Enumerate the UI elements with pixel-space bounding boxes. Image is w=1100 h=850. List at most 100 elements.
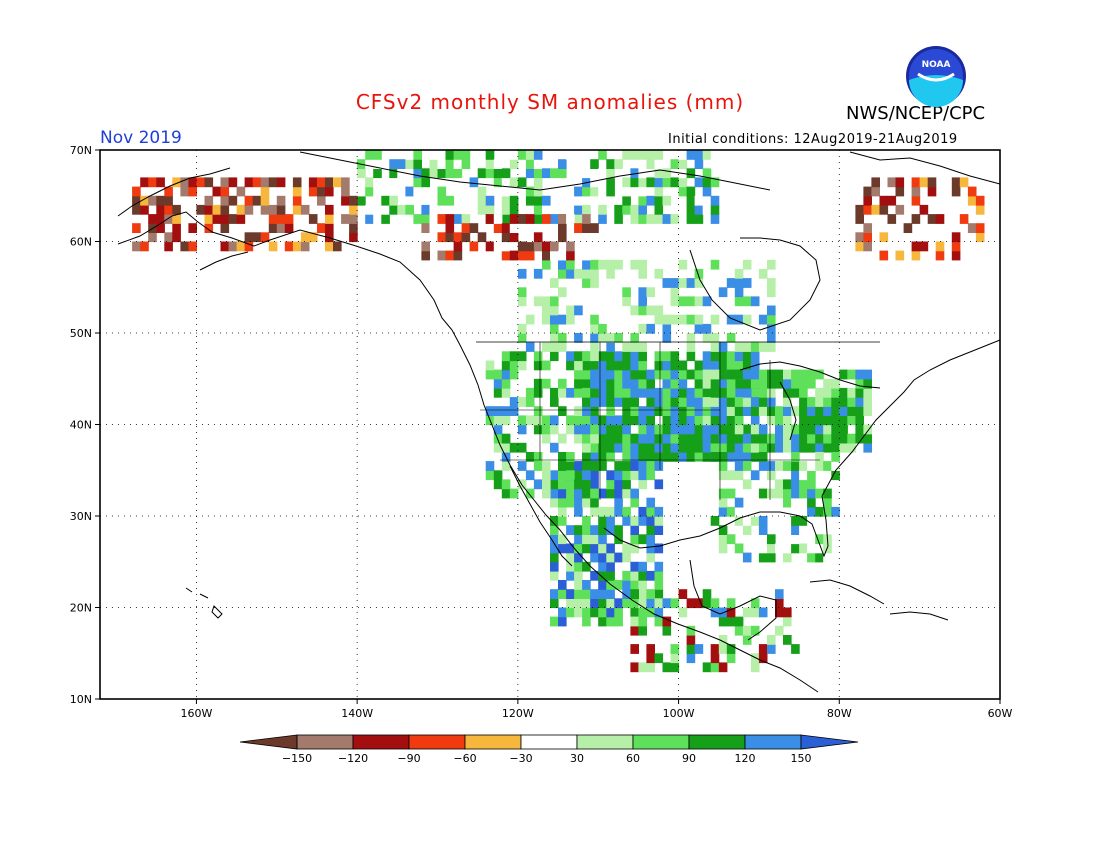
anomaly-cell	[598, 259, 607, 270]
anomaly-cell	[831, 461, 840, 471]
anomaly-cell	[718, 360, 728, 371]
anomaly-cell	[614, 333, 623, 343]
anomaly-cell	[710, 653, 720, 664]
anomaly-cell	[525, 470, 535, 481]
anomaly-cell	[485, 150, 495, 160]
anomaly-cell	[574, 570, 583, 581]
anomaly-cell	[839, 387, 848, 398]
anomaly-cell	[598, 387, 607, 398]
anomaly-cell	[582, 232, 591, 243]
anomaly-cell	[638, 342, 647, 352]
anomaly-cell	[758, 442, 768, 453]
anomaly-cell	[622, 470, 631, 481]
anomaly-cell	[742, 552, 752, 563]
anomaly-cell	[413, 186, 422, 197]
anomaly-cell	[156, 177, 165, 188]
anomaly-cell	[734, 516, 744, 526]
anomaly-cell	[598, 580, 607, 590]
anomaly-cell	[975, 223, 985, 233]
anomaly-cell	[718, 534, 728, 545]
anomaly-cell	[477, 195, 487, 206]
anomaly-cell	[268, 214, 278, 224]
anomaly-cell	[308, 186, 318, 197]
anomaly-cell	[582, 479, 591, 490]
anomaly-cell	[863, 369, 872, 380]
anomaly-cell	[582, 369, 591, 380]
anomaly-cell	[501, 406, 511, 416]
anomaly-cell	[517, 351, 527, 362]
anomaly-cell	[566, 214, 575, 224]
anomaly-cell	[542, 314, 551, 325]
anomaly-cell	[614, 598, 623, 609]
anomaly-cell	[582, 442, 591, 453]
anomaly-cell	[726, 644, 736, 654]
anomaly-cell	[582, 415, 591, 426]
anomaly-cell	[823, 378, 832, 389]
anomaly-cell	[582, 497, 591, 508]
anomaly-cell	[509, 177, 519, 188]
anomaly-cell	[349, 214, 358, 224]
anomaly-cell	[646, 570, 655, 581]
anomaly-cell	[517, 333, 527, 343]
anomaly-cell	[517, 442, 527, 453]
anomaly-cell	[638, 351, 647, 362]
anomaly-cell	[598, 415, 607, 426]
anomaly-cell	[823, 488, 832, 499]
anomaly-cell	[550, 525, 559, 535]
anomaly-cell	[750, 662, 760, 673]
anomaly-cell	[911, 214, 921, 224]
anomaly-cell	[927, 186, 937, 197]
anomaly-cell	[606, 259, 615, 270]
anomaly-cell	[429, 150, 439, 160]
anomaly-cell	[734, 616, 744, 627]
anomaly-cell	[951, 186, 961, 197]
anomaly-cell	[815, 406, 824, 416]
anomaly-cell	[284, 223, 294, 233]
anomaly-cell	[582, 470, 591, 481]
anomaly-cell	[815, 506, 824, 517]
anomaly-cell	[509, 250, 519, 261]
anomaly-cell	[558, 534, 567, 545]
anomaly-cell	[558, 452, 567, 462]
anomaly-cell	[493, 232, 503, 243]
anomaly-cell	[678, 387, 688, 398]
anomaly-cell	[566, 589, 575, 599]
anomaly-cell	[726, 433, 736, 444]
anomaly-cell	[590, 607, 599, 618]
anomaly-cell	[550, 305, 559, 316]
anomaly-cell	[855, 241, 864, 252]
anomaly-cell	[775, 442, 784, 453]
anomaly-cell	[783, 406, 792, 416]
anomaly-cell	[517, 360, 527, 371]
anomaly-cell	[686, 314, 696, 325]
anomaly-cell	[758, 268, 768, 279]
anomaly-cell	[461, 232, 471, 243]
anomaly-cell	[767, 488, 776, 499]
anomaly-cell	[767, 278, 776, 288]
anomaly-cell	[598, 424, 607, 435]
anomaly-cell	[156, 223, 165, 233]
anomaly-cell	[879, 250, 889, 261]
anomaly-cell	[823, 461, 832, 471]
anomaly-cell	[550, 534, 559, 545]
anomaly-cell	[550, 150, 559, 160]
anomaly-cell	[220, 241, 230, 252]
anomaly-cell	[815, 397, 824, 407]
anomaly-cell	[614, 424, 623, 435]
anomaly-cell	[461, 150, 471, 160]
anomaly-cell	[558, 461, 567, 471]
anomaly-cell	[807, 415, 816, 426]
anomaly-cell	[654, 214, 664, 224]
anomaly-cell	[702, 433, 712, 444]
anomaly-cell	[654, 653, 664, 664]
anomaly-cell	[582, 561, 591, 572]
anomaly-cell	[670, 406, 680, 416]
anomaly-cell	[742, 397, 752, 407]
anomaly-cell	[726, 369, 736, 380]
anomaly-cell	[638, 387, 647, 398]
anomaly-cell	[734, 296, 744, 307]
anomaly-cell	[815, 552, 824, 563]
anomaly-cell	[590, 598, 599, 609]
anomaly-cell	[590, 387, 599, 398]
anomaly-cell	[702, 296, 712, 307]
